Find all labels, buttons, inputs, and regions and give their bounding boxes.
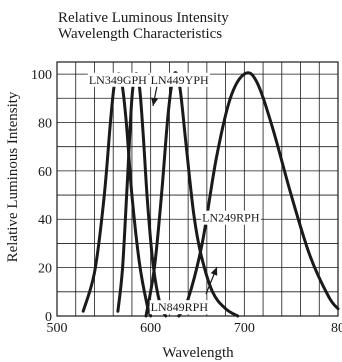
series-ln849rph-curve bbox=[144, 71, 240, 318]
series-ln249rph-curve bbox=[177, 71, 340, 318]
x-tick-label: 600 bbox=[140, 321, 161, 336]
annotations: LN349GPH LN449YPH LN249RPH LN849RPH bbox=[87, 72, 261, 315]
label-ln249rph: LN249RPH bbox=[202, 211, 260, 225]
label-background bbox=[87, 72, 149, 87]
arrow-ln849rph-head bbox=[210, 267, 218, 276]
plot-frame bbox=[56, 61, 339, 317]
chart-title-line-1: Relative Luminous Intensity bbox=[58, 10, 229, 26]
y-tick-label: 100 bbox=[31, 68, 52, 83]
y-tick-label: 60 bbox=[38, 165, 52, 180]
chart-title-line-2: Wavelength Characteristics bbox=[58, 26, 222, 42]
label-background bbox=[149, 300, 210, 315]
x-tick-label: 80 bbox=[331, 321, 342, 336]
x-tick-label: 700 bbox=[234, 321, 255, 336]
label-background bbox=[201, 210, 261, 225]
x-axis-label: Wavelength bbox=[162, 345, 234, 361]
x-tick-label: 500 bbox=[47, 321, 68, 336]
label-ln349gph: LN349GPH bbox=[89, 73, 147, 87]
y-tick-label: 20 bbox=[38, 262, 52, 277]
y-tick-label: 0 bbox=[45, 310, 52, 325]
label-background bbox=[149, 72, 211, 87]
y-tick-label: 40 bbox=[38, 213, 52, 228]
arrow-ln449yph-head bbox=[151, 97, 159, 106]
grid bbox=[56, 61, 339, 317]
label-ln449yph: LN449YPH bbox=[151, 73, 209, 87]
curves bbox=[81, 71, 340, 318]
y-tick-label: 80 bbox=[38, 116, 52, 131]
y-axis-label: Relative Luminous Intensity bbox=[5, 91, 21, 262]
label-ln849rph: LN849RPH bbox=[151, 300, 209, 314]
